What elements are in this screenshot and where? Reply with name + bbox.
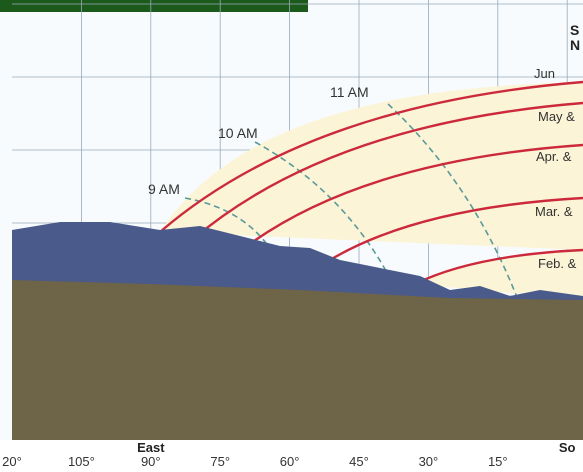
x-axis: 20° 105° 90°East 75° 60° 45° 30° 15° So [2,440,575,469]
sun-path-curve [329,196,583,262]
series-label: Mar. & [535,204,573,219]
x-axis-caption: East [137,440,165,455]
x-tick-label: 105° [68,454,95,469]
sun-path-curve [191,101,583,241]
x-tick-label: 30° [419,454,439,469]
sun-path-curve [159,80,583,233]
x-tick-label: 15° [488,454,508,469]
hour-label: 10 AM [218,125,258,141]
x-tick-label: 60° [280,454,300,469]
series-label: Feb. & [538,256,577,271]
chart-labels: 9 AM 10 AM 11 AM Jun May & Apr. & Mar. & Feb. &… [148,22,580,271]
series-label: Jun [534,66,555,81]
hour-line [254,141,391,279]
hour-line [387,103,521,306]
sun-path-fill [160,82,583,300]
x-tick-label: 45° [349,454,369,469]
series-label: Apr. & [536,149,572,164]
axis-band [0,440,583,472]
corner-label: N [570,37,580,53]
x-tick-label: 75° [210,454,230,469]
x-axis-caption: So [559,440,576,455]
top-bar [0,0,308,12]
sun-path-curves [159,80,583,286]
x-tick-label: 20° [2,454,22,469]
sun-path-curve [414,248,583,286]
horizon-photo [0,222,583,472]
ground-area [12,280,583,440]
sun-path-curve [246,143,583,247]
series-label: May & [538,109,575,124]
hour-label: 11 AM [330,84,369,100]
x-tick-label: 90° [141,454,161,469]
sun-path-fill-region [160,82,583,300]
hour-label: 9 AM [148,181,180,197]
corner-label: S [570,22,579,38]
